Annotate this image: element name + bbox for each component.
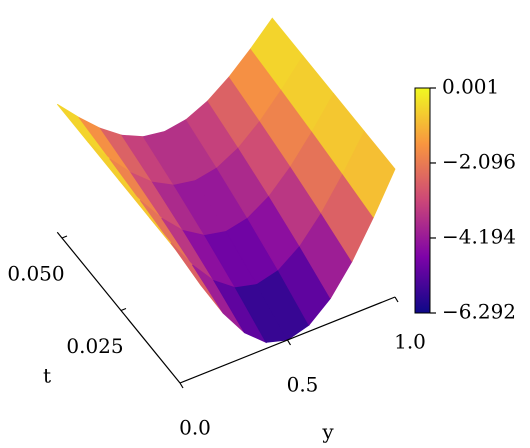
y-tick bbox=[120, 307, 127, 312]
y-axis-label: t bbox=[43, 364, 51, 388]
colorbar-tick-label: −6.292 bbox=[442, 300, 516, 324]
x-tick-label: 0.0 bbox=[179, 416, 211, 440]
x-tick-label: 0.5 bbox=[287, 373, 319, 397]
colorbar-tick-label: −4.194 bbox=[442, 224, 516, 248]
x-tick-label: 1.0 bbox=[394, 330, 426, 354]
x-tick bbox=[179, 382, 184, 389]
x-axis-label: y bbox=[321, 420, 334, 444]
colorbar-tick-label: −2.096 bbox=[442, 149, 516, 173]
x-tick bbox=[394, 296, 399, 303]
colorbar bbox=[414, 87, 431, 314]
x-tick bbox=[286, 339, 292, 346]
surface bbox=[56, 17, 396, 344]
y-tick bbox=[61, 235, 68, 239]
y-tick-label: 0.025 bbox=[66, 334, 123, 358]
colorbar-tick-label: 0.001 bbox=[442, 75, 499, 99]
y-tick-label: 0.050 bbox=[7, 262, 64, 286]
surface-patch bbox=[342, 130, 396, 218]
y-axis bbox=[56, 231, 181, 384]
